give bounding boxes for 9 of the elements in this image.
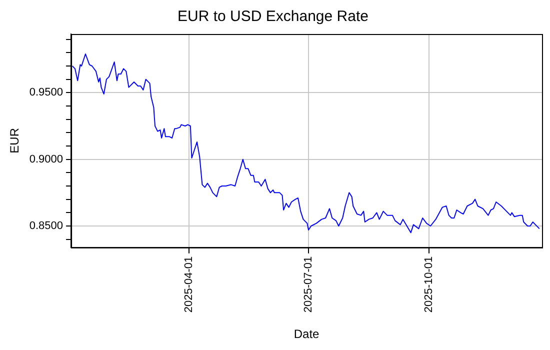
- y-tick-label: 0.9500: [29, 86, 64, 99]
- y-tick-label: 0.9000: [29, 153, 64, 166]
- x-tick-label: 2025-07-01: [302, 256, 315, 313]
- x-tick-label: 2025-10-01: [423, 256, 436, 313]
- y-tick-label: 0.8500: [29, 220, 64, 232]
- y-axis-title: EUR: [8, 128, 22, 154]
- x-tick-label: 2025-04-01: [183, 256, 196, 313]
- x-axis-title: Date: [294, 327, 320, 342]
- chart-title: EUR to USD Exchange Rate: [178, 8, 368, 26]
